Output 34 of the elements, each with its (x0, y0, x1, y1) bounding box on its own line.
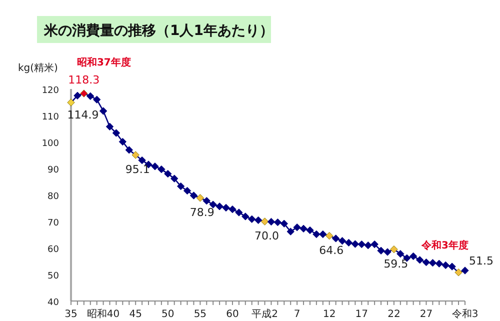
data-label: 64.6 (319, 244, 344, 257)
x-tick-label: 45 (129, 309, 142, 320)
y-tick-label: 50 (48, 272, 60, 282)
x-tick-label: 55 (194, 309, 207, 320)
y-tick-label: 120 (42, 86, 60, 96)
data-label: 59.5 (384, 257, 408, 270)
x-tick-label: 令和3 (452, 308, 478, 320)
x-tick-label: 60 (226, 309, 239, 320)
x-tick-label: 22 (388, 309, 400, 320)
data-label: 78.9 (190, 206, 214, 219)
data-label: 70.0 (254, 230, 280, 242)
x-tick-label: 昭和40 (86, 308, 120, 320)
y-tick-label: 100 (42, 139, 60, 149)
text: 昭和37年度 (76, 56, 131, 69)
y-tick-label: 80 (48, 192, 60, 202)
x-tick-label: 12 (322, 309, 336, 320)
annotation: 令和3年度 (420, 240, 468, 252)
y-tick-label: 70 (48, 218, 60, 228)
y-axis-title: kg(精米) (18, 62, 58, 74)
x-tick-label: 17 (355, 309, 368, 320)
data-label: 114.9 (67, 108, 99, 122)
chart-title: 米の消費量の推移（1人1年あたり） (43, 23, 274, 39)
x-tick-label: 平成2 (252, 308, 278, 320)
x-tick-label: 27 (420, 309, 433, 320)
y-tick-label: 90 (48, 166, 60, 176)
data-label: 118.3 (68, 74, 100, 87)
y-tick-label: 60 (48, 245, 60, 255)
x-tick-label: 7 (294, 309, 300, 320)
x-tick-label: 50 (162, 309, 174, 320)
y-tick-label: 110 (42, 112, 60, 122)
y-tick-label: 40 (48, 298, 60, 308)
data-label: 51.5 (469, 254, 494, 268)
x-tick-label: 35 (64, 309, 78, 320)
data-label: 95.1 (125, 162, 150, 176)
